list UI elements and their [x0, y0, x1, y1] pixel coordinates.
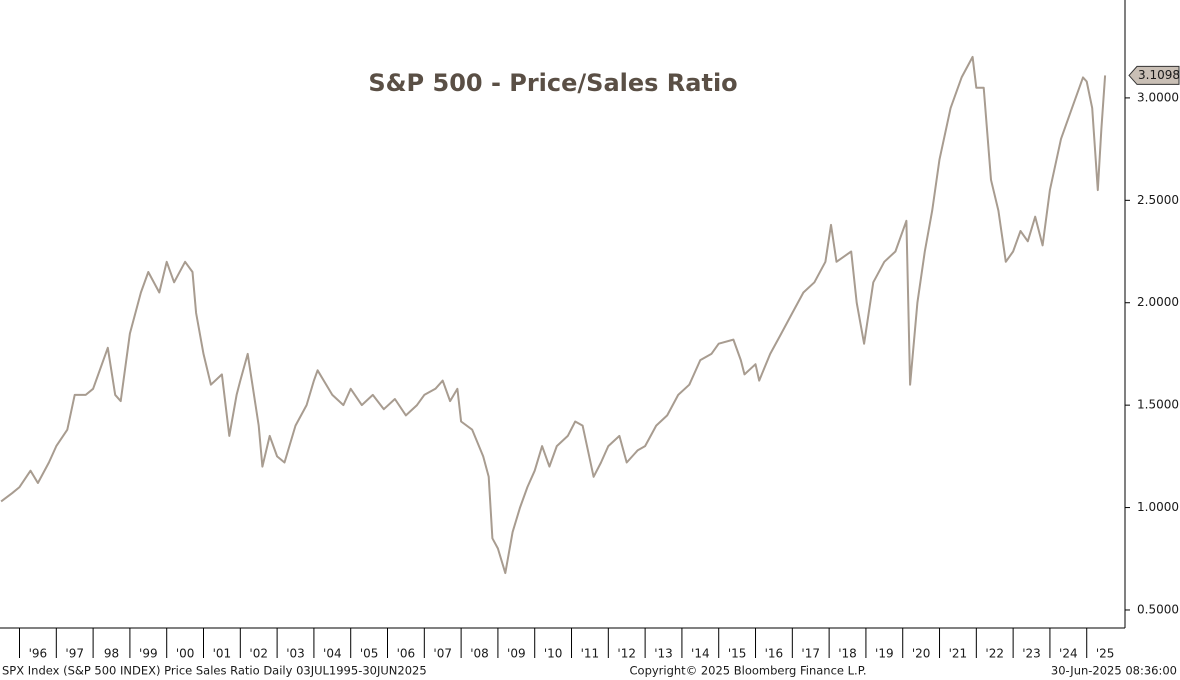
footer-right: 30-Jun-2025 08:36:00 — [1051, 664, 1177, 678]
x-tick-label: '05 — [360, 647, 379, 661]
last-value-label: 3.1098 — [1138, 68, 1180, 82]
x-tick-label: '09 — [507, 647, 526, 661]
x-tick-label: 98 — [104, 647, 119, 661]
y-tick-label: 3.0000 — [1137, 90, 1179, 104]
x-tick-label: '17 — [801, 647, 820, 661]
x-tick-label: '12 — [617, 647, 636, 661]
y-tick-label: 2.5000 — [1137, 193, 1179, 207]
y-tick-label: 1.0000 — [1137, 500, 1179, 514]
x-tick-label: '15 — [728, 647, 747, 661]
footer-left: SPX Index (S&P 500 INDEX) Price Sales Ra… — [2, 664, 427, 678]
x-tick-label: '18 — [838, 647, 857, 661]
price-line — [0, 55, 1107, 575]
x-tick-label: '21 — [949, 647, 968, 661]
x-tick-label: '07 — [433, 647, 452, 661]
y-tick-label: 0.5000 — [1137, 602, 1179, 616]
last-value-tag — [1128, 65, 1180, 85]
x-tick-label: '24 — [1059, 647, 1078, 661]
x-tick-label: '04 — [323, 647, 342, 661]
x-tick-label: '20 — [912, 647, 931, 661]
y-tick-label: 2.0000 — [1137, 295, 1179, 309]
x-tick-label: '97 — [65, 647, 84, 661]
x-tick-label: '19 — [875, 647, 894, 661]
x-tick-label: '01 — [213, 647, 232, 661]
x-tick-label: '10 — [544, 647, 563, 661]
x-tick-label: '16 — [765, 647, 784, 661]
x-tick-label: '25 — [1096, 647, 1115, 661]
x-tick-label: '00 — [176, 647, 195, 661]
x-tick-label: '13 — [654, 647, 673, 661]
x-tick-label: '08 — [470, 647, 489, 661]
x-tick-label: '14 — [691, 647, 710, 661]
y-tick-label: 1.5000 — [1137, 398, 1179, 412]
chart-title: S&P 500 - Price/Sales Ratio — [368, 69, 737, 97]
x-tick-label: '02 — [249, 647, 268, 661]
x-tick-label: '11 — [581, 647, 600, 661]
footer-center: Copyright© 2025 Bloomberg Finance L.P. — [630, 664, 867, 678]
x-tick-label: '06 — [397, 647, 416, 661]
x-tick-label: '23 — [1022, 647, 1041, 661]
x-tick-label: '99 — [139, 647, 158, 661]
x-tick-label: '96 — [29, 647, 48, 661]
x-tick-label: '22 — [985, 647, 1004, 661]
x-tick-label: '03 — [286, 647, 305, 661]
